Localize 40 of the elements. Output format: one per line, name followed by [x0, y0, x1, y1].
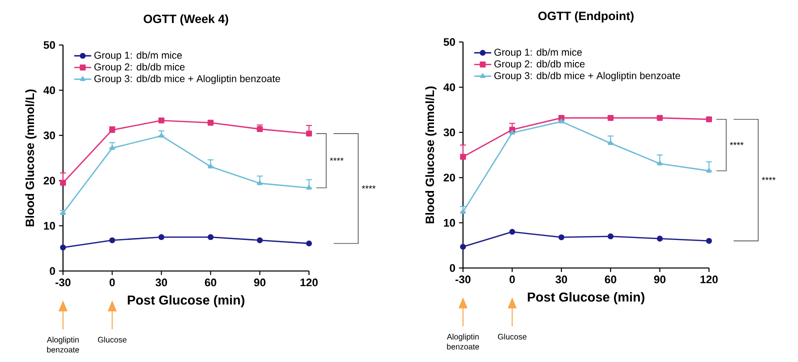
- y-tick-label: 40: [443, 83, 456, 92]
- legend-label: Group 1: db/m mice: [494, 48, 582, 58]
- x-tick-label: 0: [510, 276, 515, 284]
- text: ****: [330, 158, 344, 161]
- x-tick-label: 90: [254, 278, 266, 286]
- x-tick-label: 90: [654, 276, 666, 284]
- text: ****: [730, 142, 744, 146]
- y-tick-label: 10: [44, 222, 56, 230]
- x-axis-title: Post Glucose (min): [128, 295, 244, 308]
- x-tick-label: 120: [300, 278, 318, 286]
- x-tick-label: -30: [56, 278, 70, 286]
- y-tick-label: 0: [450, 264, 456, 272]
- y-tick-label: 30: [44, 132, 56, 140]
- x-tick-label: 60: [604, 276, 616, 284]
- x-tick-label: 60: [204, 278, 216, 286]
- y-tick-label: 40: [43, 86, 56, 94]
- x-tick-label: 0: [110, 278, 115, 286]
- x-tick-label: -30: [456, 276, 470, 284]
- y-axis-title: Blood Glucose (mmol/L): [425, 86, 436, 224]
- x-axis-title: Post Glucose (min): [528, 292, 644, 304]
- text: ****: [762, 177, 776, 180]
- y-tick-label: 50: [444, 38, 456, 46]
- y-tick-label: 50: [44, 41, 56, 49]
- y-tick-label: 30: [444, 128, 456, 136]
- legend-label: Group 2: db/db mice: [94, 63, 185, 72]
- y-tick-label: 20: [44, 176, 56, 184]
- x-tick-label: 120: [700, 276, 718, 284]
- y-axis-title: Blood Glucose (mmol/L): [25, 90, 36, 226]
- text: ****: [362, 185, 376, 189]
- y-tick-label: 20: [444, 174, 456, 182]
- legend-label: Group 3: db/db mice + Alogliptin benzoate: [494, 72, 680, 82]
- legend-label: Group 1: db/m mice: [94, 51, 182, 61]
- y-tick-label: 0: [50, 267, 56, 275]
- legend-label: Group 3: db/db mice + Alogliptin benzoate: [94, 74, 280, 84]
- legend-label: Group 2: db/db mice: [494, 60, 585, 70]
- y-tick-label: 10: [444, 218, 456, 227]
- x-tick-label: 30: [556, 276, 568, 284]
- chart-title: OGTT (Endpoint): [538, 11, 634, 23]
- x-tick-label: 30: [156, 278, 168, 286]
- chart-title: OGTT (Week 4): [144, 14, 228, 26]
